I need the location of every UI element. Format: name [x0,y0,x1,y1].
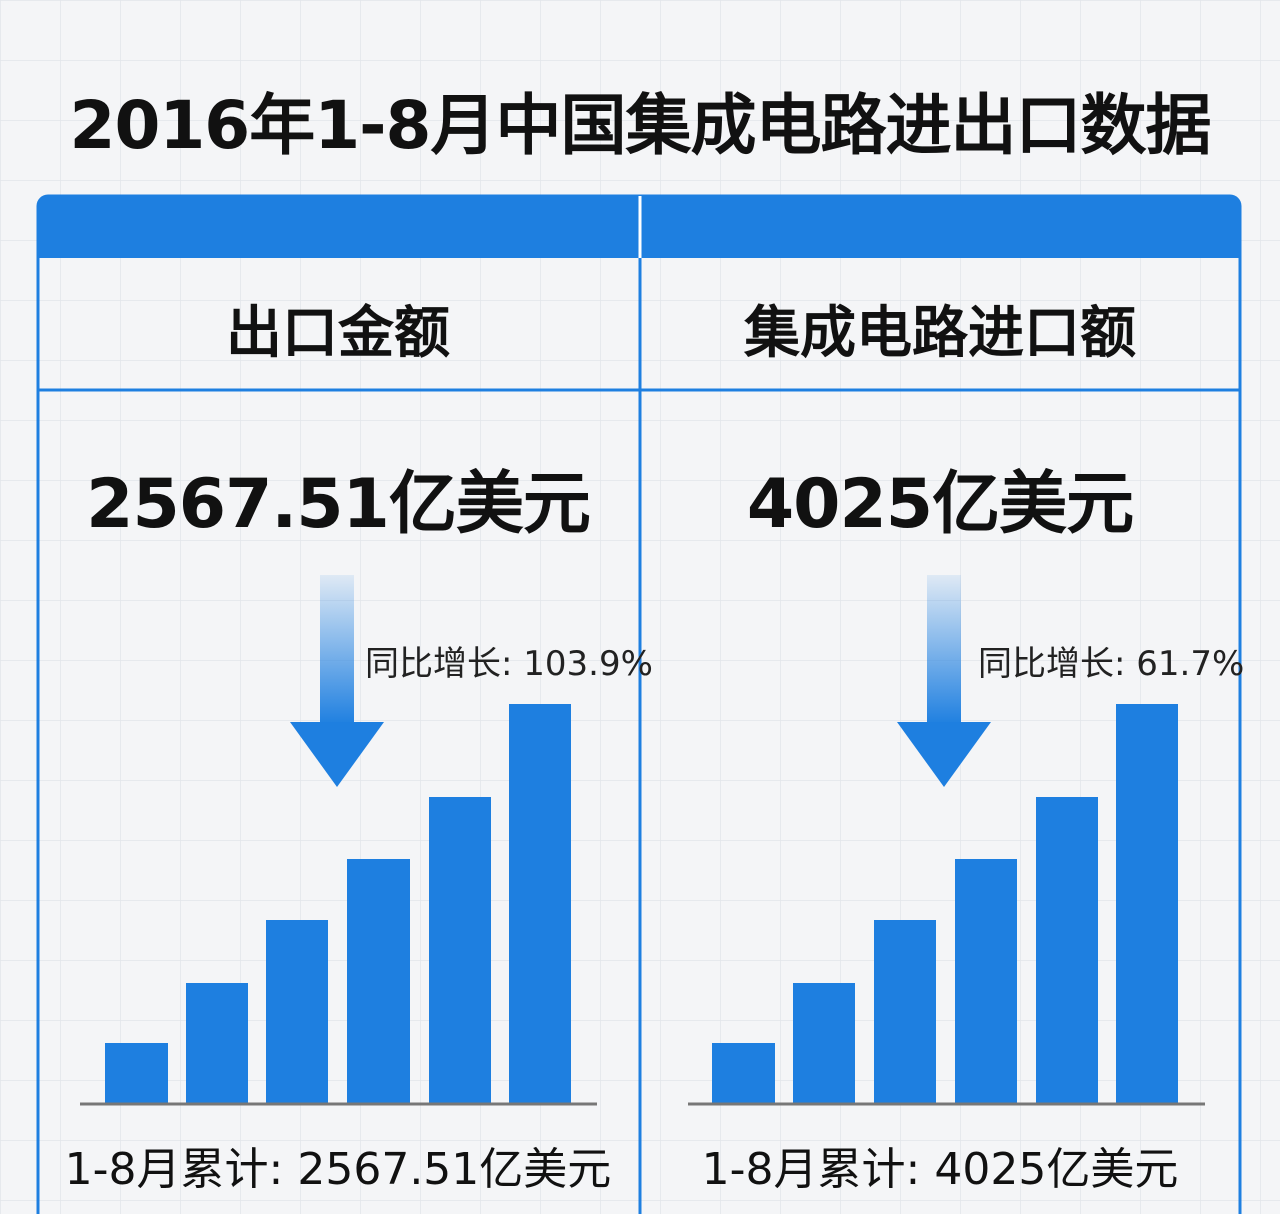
panel-footer: 1-8月累计: 2567.51亿美元 [64,1144,612,1195]
left-bars [105,704,571,1103]
growth-label: 同比增长: 61.7% [978,644,1245,684]
growth-label: 同比增长: 103.9% [365,644,653,684]
panel-amount: 2567.51亿美元 [86,465,591,544]
left-arrow [290,575,384,787]
page-title: 2016年1-8月中国集成电路进出口数据 [69,87,1212,164]
panel-footer: 1-8月累计: 4025亿美元 [701,1144,1179,1195]
panel-amount: 4025亿美元 [746,465,1134,544]
panel-header: 集成电路进口额 [744,301,1136,366]
panel-header: 出口金额 [226,301,450,366]
right-arrow [897,575,991,787]
right-bars [712,704,1178,1103]
